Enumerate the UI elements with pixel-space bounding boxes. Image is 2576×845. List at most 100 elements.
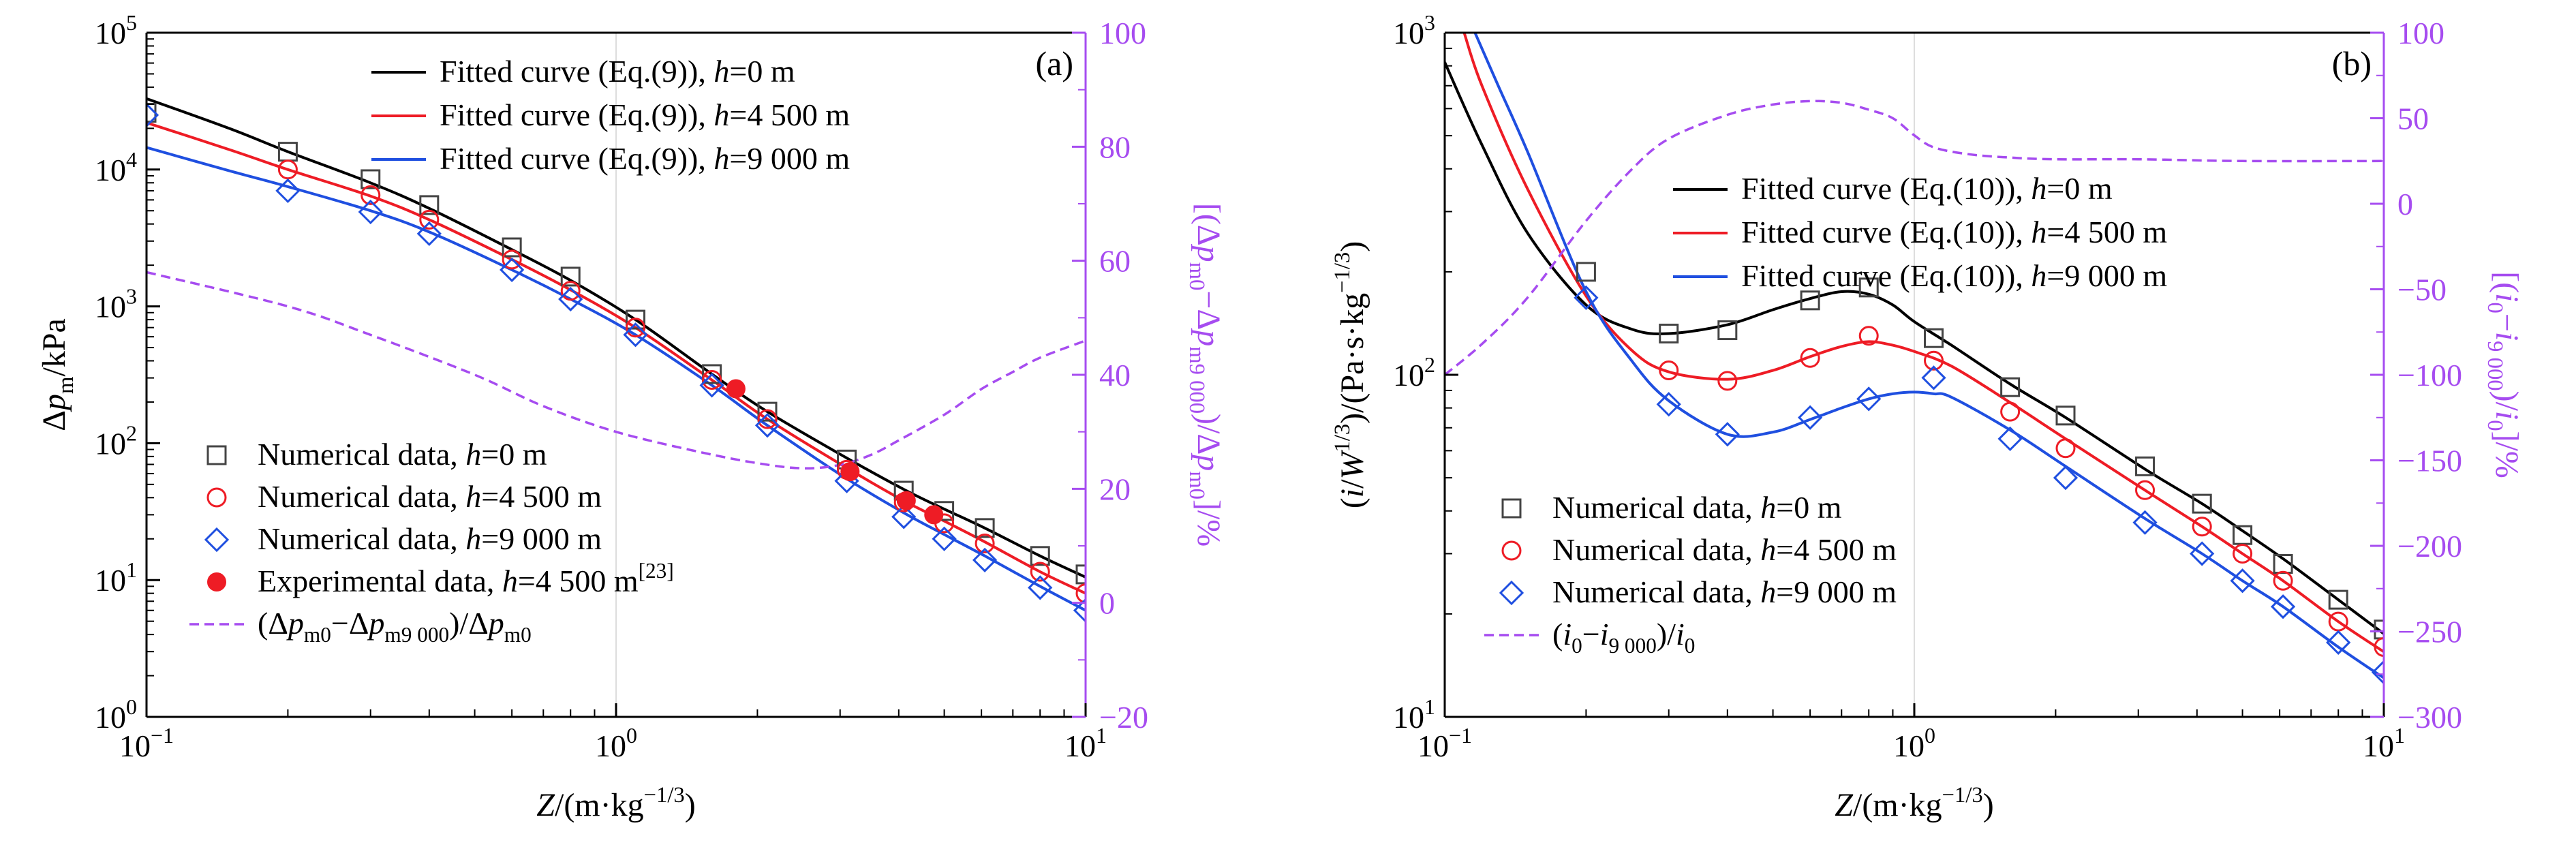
legend-marker-0 bbox=[206, 445, 227, 465]
data-point-4-5 bbox=[2000, 401, 2021, 422]
data-point-5-3 bbox=[416, 221, 442, 247]
data-point-5-1 bbox=[1656, 392, 1681, 417]
data-point-3-2 bbox=[361, 169, 381, 189]
x-tick-label-1: 100 bbox=[595, 723, 637, 763]
chart-panel-b: 10−1 100 101 101 102 103 −300 −250 −200 −150 −100 −… bbox=[1330, 10, 2525, 823]
data-point-5-13 bbox=[2371, 660, 2384, 685]
data-point-6-2 bbox=[896, 491, 916, 510]
data-point-6-0 bbox=[726, 379, 746, 399]
data-point-5-8 bbox=[2132, 510, 2158, 535]
legend-top-label-0: Fitted curve (Eq.(9)), h=0 m bbox=[440, 54, 795, 89]
data-point-4-13 bbox=[1075, 583, 1086, 604]
x-tick-label-0: 10−1 bbox=[119, 723, 174, 763]
y-tick-label-3: 103 bbox=[95, 284, 137, 324]
data-point-3-0 bbox=[1576, 262, 1596, 282]
y-tick-label-0: 100 bbox=[95, 694, 137, 735]
legend-marker-0 bbox=[1501, 498, 1522, 519]
data-point-3-5 bbox=[560, 266, 581, 287]
y-axis-title: Δpm/kPa bbox=[36, 318, 78, 431]
legend-bottom-label-4: (Δpm0−Δpm9 000)/Δpm0 bbox=[258, 606, 532, 647]
data-point-4-4 bbox=[1924, 350, 1944, 371]
y2-tick-label-0: −300 bbox=[2397, 700, 2462, 735]
data-point-3-8 bbox=[757, 401, 778, 422]
fitted-curve-2 bbox=[147, 146, 1086, 612]
data-point-5-4 bbox=[1856, 386, 1882, 412]
data-point-4-10 bbox=[2273, 570, 2293, 591]
y-tick-label-0: 101 bbox=[1393, 694, 1435, 735]
data-point-5-6 bbox=[1997, 426, 2023, 452]
data-point-5-13 bbox=[1028, 575, 1053, 600]
fitted-curve-0 bbox=[1445, 61, 2384, 635]
legend-top-label-1: Fitted curve (Eq.(9)), h=4 500 m bbox=[440, 97, 850, 132]
data-point-5-2 bbox=[358, 199, 383, 225]
data-point-5-10 bbox=[2230, 568, 2255, 594]
y2-tick-label-3: −150 bbox=[2397, 444, 2462, 478]
data-point-5-7 bbox=[699, 373, 724, 398]
data-point-3-13 bbox=[2374, 619, 2384, 640]
data-point-4-2 bbox=[1800, 348, 1820, 368]
data-point-4-7 bbox=[757, 409, 778, 429]
data-point-3-6 bbox=[2000, 377, 2021, 397]
y2-tick-label-2: −200 bbox=[2397, 529, 2462, 564]
panel-label: (b) bbox=[2332, 44, 2372, 82]
data-point-4-6 bbox=[2055, 438, 2076, 459]
data-point-3-2 bbox=[1717, 320, 1738, 341]
fitted-curve-0 bbox=[147, 97, 1086, 579]
plot-area bbox=[147, 97, 1086, 623]
data-point-5-5 bbox=[558, 286, 583, 312]
data-point-4-3 bbox=[1858, 326, 1879, 346]
legend-top-label-1: Fitted curve (Eq.(10)), h=4 500 m bbox=[1741, 215, 2167, 249]
data-point-5-7 bbox=[2053, 465, 2079, 491]
legend-bottom-label-1: Numerical data, h=4 500 m bbox=[1552, 532, 1897, 567]
legend-bottom-label-3: Experimental data, h=4 500 m[23] bbox=[258, 559, 674, 598]
legend-bottom-label-1: Numerical data, h=4 500 m bbox=[258, 479, 602, 514]
data-point-5-12 bbox=[972, 547, 998, 572]
data-point-3-4 bbox=[502, 237, 522, 258]
y-tick-label-1: 101 bbox=[95, 557, 137, 598]
data-point-5-1 bbox=[275, 178, 301, 204]
y2-axis-title: [(Δpm0−Δpm9 000)/Δpm0]/% bbox=[1184, 203, 1227, 547]
data-point-5-0 bbox=[1574, 285, 1599, 311]
data-point-5-3 bbox=[1798, 405, 1823, 430]
data-point-3-3 bbox=[1800, 290, 1820, 311]
data-point-5-6 bbox=[623, 322, 648, 348]
data-point-3-7 bbox=[702, 364, 722, 384]
y2-tick-label-6: 100 bbox=[1099, 16, 1146, 50]
fitted-curve-1 bbox=[147, 121, 1086, 595]
data-point-3-12 bbox=[975, 518, 995, 538]
data-point-6-1 bbox=[840, 462, 860, 482]
data-point-4-8 bbox=[2192, 517, 2212, 537]
x-tick-label-2: 101 bbox=[1064, 723, 1107, 763]
y2-tick-label-3: 40 bbox=[1099, 358, 1131, 393]
legend-bottom-label-2: Numerical data, h=9 000 m bbox=[1552, 574, 1897, 609]
data-point-3-4 bbox=[1858, 277, 1879, 298]
data-point-4-12 bbox=[2374, 637, 2384, 658]
data-point-3-8 bbox=[2135, 456, 2156, 476]
data-point-4-11 bbox=[975, 534, 995, 554]
legend-top-label-2: Fitted curve (Eq.(9)), h=9 000 m bbox=[440, 141, 850, 176]
data-point-3-1 bbox=[1659, 323, 1679, 343]
y2-tick-label-2: 20 bbox=[1099, 472, 1131, 506]
data-point-5-2 bbox=[1715, 422, 1740, 447]
legend-bottom-label-0: Numerical data, h=0 m bbox=[1552, 490, 1842, 525]
y2-tick-label-7: 50 bbox=[2397, 102, 2429, 136]
data-point-4-3 bbox=[502, 249, 522, 270]
x-tick-label-1: 100 bbox=[1893, 723, 1935, 763]
x-axis-title: Z/(m·kg−1/3) bbox=[536, 783, 695, 823]
data-point-3-6 bbox=[626, 309, 646, 330]
data-point-4-5 bbox=[626, 318, 646, 338]
x-tick-label-0: 10−1 bbox=[1417, 723, 1472, 763]
plot-area bbox=[1445, 33, 2384, 685]
relative-difference-curve bbox=[147, 271, 1086, 470]
y-axis-title: (i/W1/3)/(Pa·s·kg−1/3) bbox=[1330, 241, 1370, 508]
y-tick-label-1: 102 bbox=[1393, 352, 1435, 393]
legend-marker-2 bbox=[1499, 580, 1524, 606]
y2-axis-title: [(i0−i9 000)/i0]/% bbox=[2483, 271, 2525, 478]
data-point-5-0 bbox=[147, 102, 159, 128]
y-tick-label-5: 105 bbox=[95, 10, 137, 50]
data-point-3-9 bbox=[2192, 493, 2212, 514]
data-point-3-13 bbox=[1030, 546, 1050, 566]
data-point-5-4 bbox=[500, 257, 525, 283]
panel-label: (a) bbox=[1036, 44, 1074, 82]
data-point-4-12 bbox=[1030, 562, 1050, 582]
